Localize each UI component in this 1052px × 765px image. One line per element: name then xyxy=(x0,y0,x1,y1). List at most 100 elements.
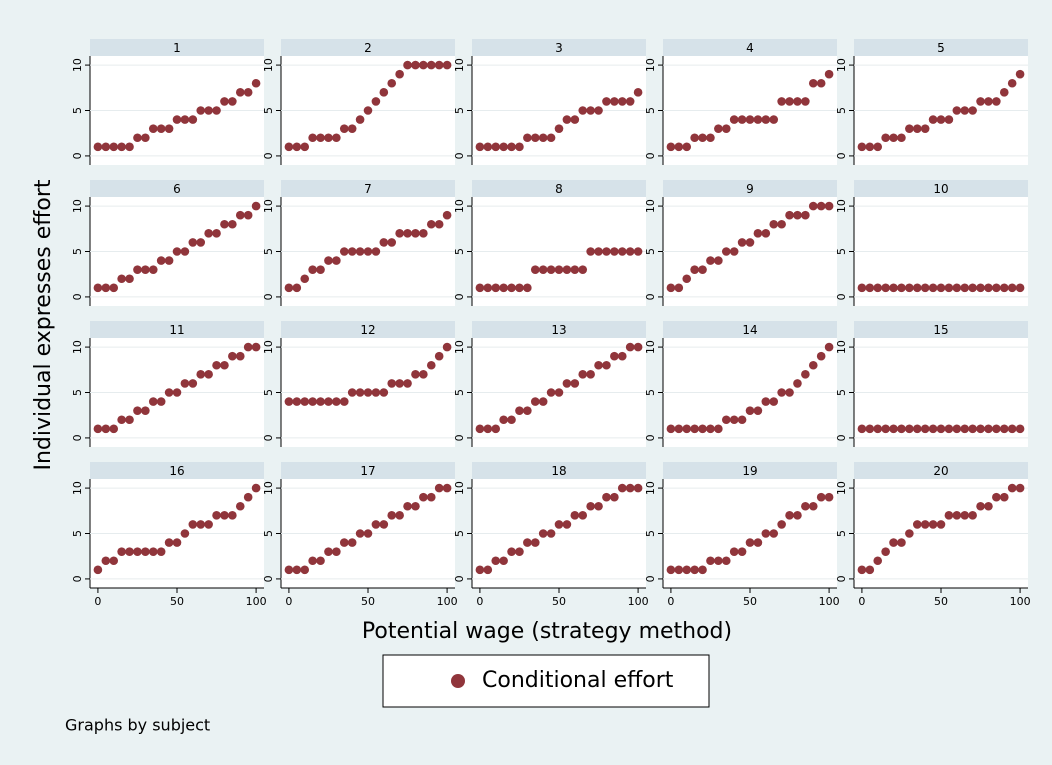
point xyxy=(228,97,237,106)
point xyxy=(363,388,373,397)
point xyxy=(515,283,524,293)
point xyxy=(491,556,501,566)
panel-header xyxy=(281,39,455,56)
point xyxy=(690,265,699,274)
point xyxy=(928,520,938,529)
point xyxy=(617,483,627,493)
point xyxy=(308,265,317,274)
point xyxy=(188,115,198,124)
panel-header xyxy=(281,462,455,479)
point xyxy=(101,142,111,152)
point xyxy=(530,397,540,406)
point xyxy=(674,424,684,434)
point xyxy=(387,379,397,388)
panel-title: 15 xyxy=(933,323,948,337)
point xyxy=(101,556,111,566)
point xyxy=(824,201,834,211)
point xyxy=(101,424,111,434)
point xyxy=(801,501,810,511)
point xyxy=(546,133,556,143)
point xyxy=(857,424,867,434)
y-tick-label: 5 xyxy=(262,248,275,255)
point xyxy=(562,265,572,274)
point xyxy=(682,565,692,575)
point xyxy=(403,60,412,70)
point xyxy=(808,501,818,511)
point xyxy=(156,256,166,265)
point xyxy=(434,219,444,229)
point xyxy=(292,283,302,293)
panel-header xyxy=(663,462,837,479)
panel-header xyxy=(90,462,264,479)
point xyxy=(865,424,875,434)
y-tick-label: 10 xyxy=(71,481,84,495)
point xyxy=(363,529,373,538)
point xyxy=(316,397,325,406)
point xyxy=(944,511,954,520)
point xyxy=(633,247,643,256)
point xyxy=(530,133,540,143)
point xyxy=(117,274,126,284)
point xyxy=(793,511,802,520)
point xyxy=(546,265,556,274)
point xyxy=(936,283,946,293)
panel-title: 8 xyxy=(555,182,563,196)
point xyxy=(1007,424,1017,434)
panel-header xyxy=(90,39,264,56)
y-tick-label: 10 xyxy=(262,340,275,354)
point xyxy=(347,538,357,547)
point xyxy=(188,238,198,247)
point xyxy=(499,142,508,152)
point xyxy=(101,283,111,293)
point xyxy=(411,60,420,70)
point xyxy=(284,397,294,406)
x-tick-label: 50 xyxy=(552,595,566,608)
point xyxy=(721,124,731,133)
panel-header xyxy=(90,180,264,197)
point xyxy=(936,115,946,124)
point xyxy=(156,124,166,133)
y-tick-label: 0 xyxy=(644,434,657,441)
point xyxy=(228,351,237,361)
point xyxy=(944,115,954,124)
point xyxy=(920,124,930,133)
point xyxy=(905,529,914,538)
point xyxy=(674,283,684,293)
point xyxy=(737,415,747,425)
point xyxy=(475,424,485,434)
point xyxy=(109,142,119,152)
point xyxy=(777,97,786,106)
point xyxy=(148,397,158,406)
point xyxy=(992,492,1001,502)
point xyxy=(141,265,150,274)
point xyxy=(944,424,954,434)
point xyxy=(164,124,174,133)
panel-title: 9 xyxy=(746,182,754,196)
panel-header xyxy=(472,39,646,56)
point xyxy=(706,556,715,566)
panel-header xyxy=(663,180,837,197)
point xyxy=(316,133,325,143)
y-tick-label: 0 xyxy=(453,434,466,441)
point xyxy=(172,115,182,124)
point xyxy=(228,511,237,520)
point xyxy=(714,256,723,265)
point xyxy=(816,492,826,502)
y-tick-label: 0 xyxy=(835,575,848,582)
y-tick-label: 5 xyxy=(262,107,275,114)
point xyxy=(300,142,310,152)
point xyxy=(602,492,611,502)
point xyxy=(499,556,508,566)
point xyxy=(824,69,834,79)
point xyxy=(220,511,229,520)
y-tick-label: 10 xyxy=(71,340,84,354)
x-tick-label: 100 xyxy=(819,595,840,608)
point xyxy=(204,106,213,115)
point xyxy=(594,106,603,115)
point xyxy=(499,283,508,293)
point xyxy=(371,97,381,106)
point xyxy=(801,97,810,106)
point xyxy=(419,60,428,70)
point xyxy=(753,538,763,547)
point xyxy=(212,360,221,370)
